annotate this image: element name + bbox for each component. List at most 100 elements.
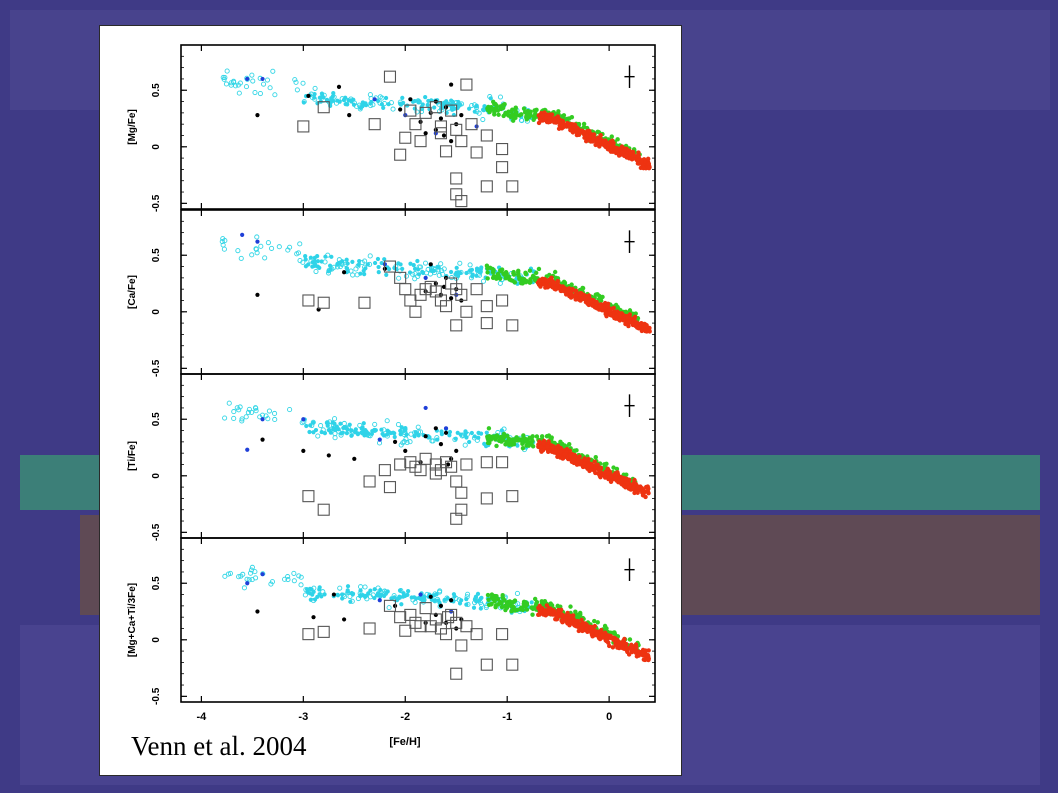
halo-star-open — [269, 579, 275, 585]
thin-disk-star — [546, 283, 551, 288]
halo-star — [475, 591, 481, 596]
dwarf-galaxy-star — [460, 458, 473, 471]
retrograde-star — [441, 284, 447, 290]
halo-star — [357, 259, 362, 264]
thin-disk-star — [582, 621, 588, 626]
thin-disk-star — [551, 281, 556, 286]
y-axis-label: [Mg+Ca+Ti/3Fe] — [127, 583, 138, 657]
halo-star-open — [469, 102, 475, 109]
thick-disk-star — [528, 440, 534, 445]
high-velocity-star — [423, 275, 428, 280]
thick-disk-star — [485, 270, 490, 275]
y-tick-label: -0.5 — [151, 687, 162, 705]
halo-star — [329, 254, 334, 259]
dwarf-galaxy-star — [414, 464, 427, 477]
thin-disk-star — [618, 146, 624, 151]
halo-star — [469, 430, 474, 436]
halo-star-open — [235, 248, 241, 254]
thick-disk-star — [486, 597, 491, 603]
thick-disk-star — [627, 308, 633, 313]
dwarf-galaxy-star — [297, 120, 310, 133]
retrograde-star — [445, 462, 451, 467]
high-velocity-star — [443, 426, 449, 431]
retrograde-star — [255, 609, 260, 614]
halo-star — [313, 427, 319, 433]
halo-star — [303, 253, 308, 259]
halo-star — [332, 421, 337, 426]
thin-disk-star — [553, 286, 558, 291]
dwarf-galaxy-star — [434, 127, 447, 140]
halo-star-open — [386, 605, 392, 611]
halo-star — [349, 433, 354, 438]
thick-disk-star — [534, 270, 539, 276]
thick-disk-star — [491, 274, 497, 279]
thick-disk-star — [527, 268, 533, 273]
thin-disk-star — [620, 641, 626, 647]
halo-star-open — [395, 422, 402, 428]
thin-disk-star — [646, 490, 651, 496]
thin-disk-star — [606, 471, 611, 476]
thick-disk-star — [520, 281, 525, 286]
thin-disk-star — [563, 616, 568, 621]
thin-disk-star — [567, 124, 572, 129]
halo-star — [453, 272, 458, 277]
halo-star-open — [236, 574, 242, 580]
thick-disk-star — [624, 472, 629, 477]
thin-disk-star — [572, 122, 578, 127]
thin-disk-star — [595, 462, 600, 468]
halo-star-open — [298, 582, 304, 588]
halo-star — [335, 592, 340, 597]
thin-disk-star — [568, 295, 574, 300]
halo-star-open — [462, 442, 468, 448]
panel-3: -0.5 0 0.5 [Ti/Fe] — [127, 373, 656, 541]
y-axis-label: [Ca/Fe] — [127, 275, 138, 309]
thick-disk-star — [519, 112, 524, 117]
thin-disk-star — [537, 278, 542, 283]
halo-star — [422, 594, 427, 599]
thick-disk-star — [503, 273, 509, 278]
dwarf-galaxy-star — [363, 622, 376, 635]
halo-star — [451, 592, 457, 597]
x-axis-label: [Fe/H] — [389, 736, 421, 748]
thin-disk-star — [627, 312, 633, 317]
retrograde-star — [392, 439, 398, 444]
halo-star-open — [252, 89, 258, 96]
halo-star-open — [264, 77, 271, 83]
thin-disk-star — [555, 114, 561, 119]
halo-star-open — [417, 429, 424, 435]
high-velocity-star — [377, 437, 382, 442]
halo-star — [340, 430, 345, 435]
halo-star-open — [514, 590, 520, 596]
halo-star-open — [248, 567, 254, 573]
retrograde-star — [341, 617, 347, 622]
thick-disk-star — [489, 592, 495, 597]
halo-star — [369, 431, 374, 436]
retrograde-star — [336, 84, 342, 89]
halo-star-open — [285, 574, 291, 580]
dwarf-galaxy-star — [394, 458, 407, 471]
halo-star-open — [243, 414, 249, 420]
dwarf-galaxy-star — [496, 143, 509, 156]
thick-disk-star — [491, 269, 496, 275]
thick-disk-star — [487, 434, 492, 439]
halo-star — [452, 106, 457, 111]
halo-star-open — [239, 418, 245, 424]
thin-disk-star — [641, 491, 646, 496]
thin-disk-star — [645, 657, 650, 662]
x-tick-label: -4 — [196, 711, 207, 723]
halo-star-open — [238, 255, 244, 261]
thick-disk-star — [523, 271, 529, 277]
halo-star-open — [260, 81, 267, 87]
halo-star — [412, 434, 417, 439]
thin-disk-star — [568, 127, 573, 133]
halo-star-open — [247, 570, 254, 576]
halo-star — [340, 259, 345, 264]
thick-disk-star — [593, 455, 598, 460]
thin-disk-star — [616, 312, 622, 317]
halo-star-open — [300, 80, 306, 86]
thick-disk-star — [611, 465, 616, 470]
thin-disk-star — [625, 481, 630, 486]
halo-star — [322, 431, 328, 436]
halo-star-open — [249, 72, 255, 78]
dwarf-galaxy-star — [378, 464, 391, 477]
